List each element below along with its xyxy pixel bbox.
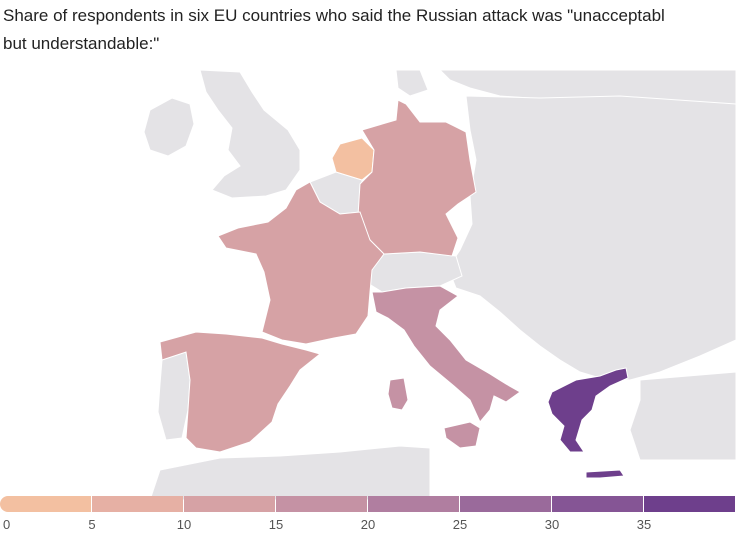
region-sicily[interactable] (443, 421, 481, 449)
legend-tick-label: 30 (544, 517, 560, 532)
land-great-britain (199, 69, 301, 199)
land-north-africa (149, 445, 431, 500)
region-greece[interactable] (547, 367, 629, 453)
land-denmark (395, 69, 429, 97)
region-sardinia[interactable] (387, 377, 409, 411)
title-line-2: but understandable:" (3, 34, 160, 53)
legend-segment (184, 496, 275, 512)
region-france[interactable] (217, 181, 385, 345)
region-spain[interactable] (159, 331, 322, 453)
legend-tick-label: 10 (176, 517, 192, 532)
base-land (143, 69, 736, 500)
data-regions (159, 99, 629, 479)
legend-segment (552, 496, 643, 512)
legend-tick-label: 0 (3, 517, 11, 532)
land-turkey (629, 371, 736, 461)
legend-segment (92, 496, 183, 512)
legend-tick-label: 25 (452, 517, 468, 532)
legend-segment (0, 496, 91, 512)
chart-title: Share of respondents in six EU countries… (3, 2, 736, 58)
land-portugal (157, 351, 191, 441)
europe-map (143, 69, 736, 500)
region-italy[interactable] (371, 285, 521, 423)
land-eastern-europe (447, 95, 736, 381)
region-germany[interactable] (357, 99, 477, 257)
legend-tick-label: 20 (360, 517, 376, 532)
region-crete[interactable] (585, 469, 625, 479)
legend-color-bar (0, 496, 736, 512)
legend-segment (368, 496, 459, 512)
legend-tick-label: 5 (88, 517, 96, 532)
land-ireland (143, 97, 195, 157)
region-netherlands[interactable] (331, 137, 375, 181)
title-line-1: Share of respondents in six EU countries… (3, 6, 665, 25)
legend-segment (644, 496, 735, 512)
legend-tick-label: 15 (268, 517, 284, 532)
legend-segment (276, 496, 367, 512)
legend-segment (460, 496, 551, 512)
legend-tick-label: 35 (636, 517, 652, 532)
